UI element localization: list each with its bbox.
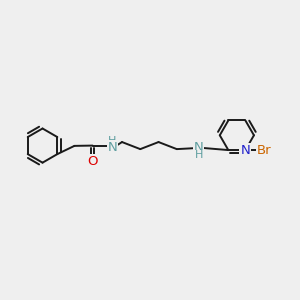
Text: H: H	[108, 136, 116, 146]
Text: N: N	[107, 141, 117, 154]
Text: H: H	[194, 150, 203, 160]
Text: Br: Br	[257, 144, 272, 157]
Text: O: O	[87, 155, 98, 168]
Text: N: N	[194, 141, 203, 154]
Text: N: N	[241, 144, 250, 157]
